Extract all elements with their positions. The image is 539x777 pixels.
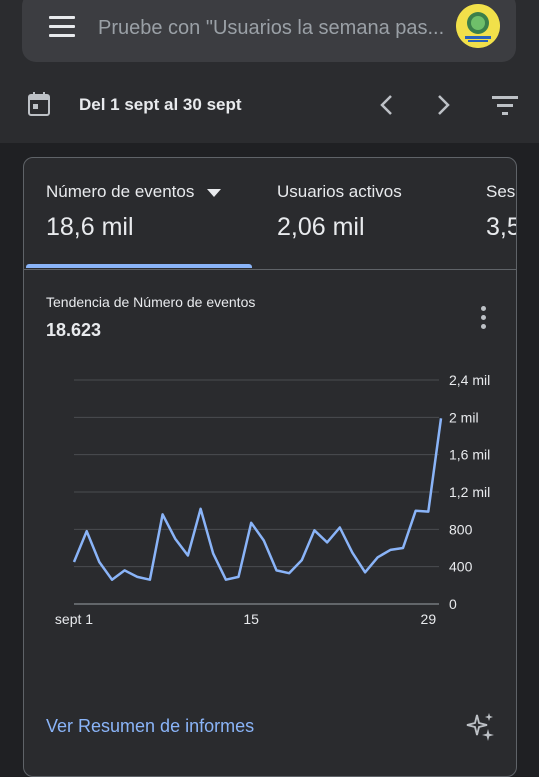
metric-tabs: Número de eventos 18,6 mil Usuarios acti… [24,158,516,270]
tab-title: Usuarios activos [277,182,402,201]
tab-title: Número de eventos [46,182,222,202]
y-tick-label: 2,4 mil [449,372,490,388]
x-tick-label: 15 [243,611,259,627]
y-tick-label: 400 [449,559,473,575]
date-range-row: Del 1 sept al 30 sept [0,80,539,130]
tab-event-count[interactable]: Número de eventos 18,6 mil [46,158,266,270]
search-bar[interactable]: Pruebe con "Usuarios la semana pas... [22,0,516,62]
trend-value: 18.623 [46,320,102,340]
menu-icon[interactable] [49,16,77,38]
sparkle-icon[interactable] [466,712,496,742]
series-line [72,418,443,581]
trend-line-chart: 0 400 800 1,2 mil 1,6 mil 2 mil 2,4 mil sept 1 1… [55,372,490,627]
avatar[interactable] [456,4,500,48]
chevron-left-icon[interactable] [378,94,396,116]
y-tick-label: 800 [449,521,473,537]
chevron-right-icon[interactable] [434,94,452,116]
tab-active-users[interactable]: Usuarios activos 2,06 mil [277,158,477,270]
tab-title: Ses [486,182,516,201]
tab-value: 2,06 mil [277,213,365,241]
tab-value: 18,6 mil [46,213,134,241]
search-input[interactable]: Pruebe con "Usuarios la semana pas... [98,17,444,39]
top-bar: Pruebe con "Usuarios la semana pas... De… [0,0,539,143]
filter-icon[interactable] [492,94,518,116]
date-range-label[interactable]: Del 1 sept al 30 sept [79,95,242,114]
tab-sessions[interactable]: Ses 3,5 [486,158,516,270]
dropdown-arrow-icon[interactable] [207,188,222,197]
selected-tab-indicator [26,264,252,268]
x-tick-label: 29 [421,611,437,627]
x-tick-label: sept 1 [55,611,93,627]
more-vert-icon[interactable] [476,306,492,332]
reports-summary-link[interactable]: Ver Resumen de informes [46,716,255,736]
metrics-card: Número de eventos 18,6 mil Usuarios acti… [23,157,517,777]
y-tick-label: 0 [449,596,457,612]
trend-title: Tendencia de Número de eventos [46,294,256,310]
tab-value: 3,5 [486,213,516,241]
y-tick-label: 2 mil [449,409,479,425]
y-tick-label: 1,2 mil [449,484,490,500]
y-tick-label: 1,6 mil [449,447,490,463]
calendar-icon[interactable] [28,92,50,116]
